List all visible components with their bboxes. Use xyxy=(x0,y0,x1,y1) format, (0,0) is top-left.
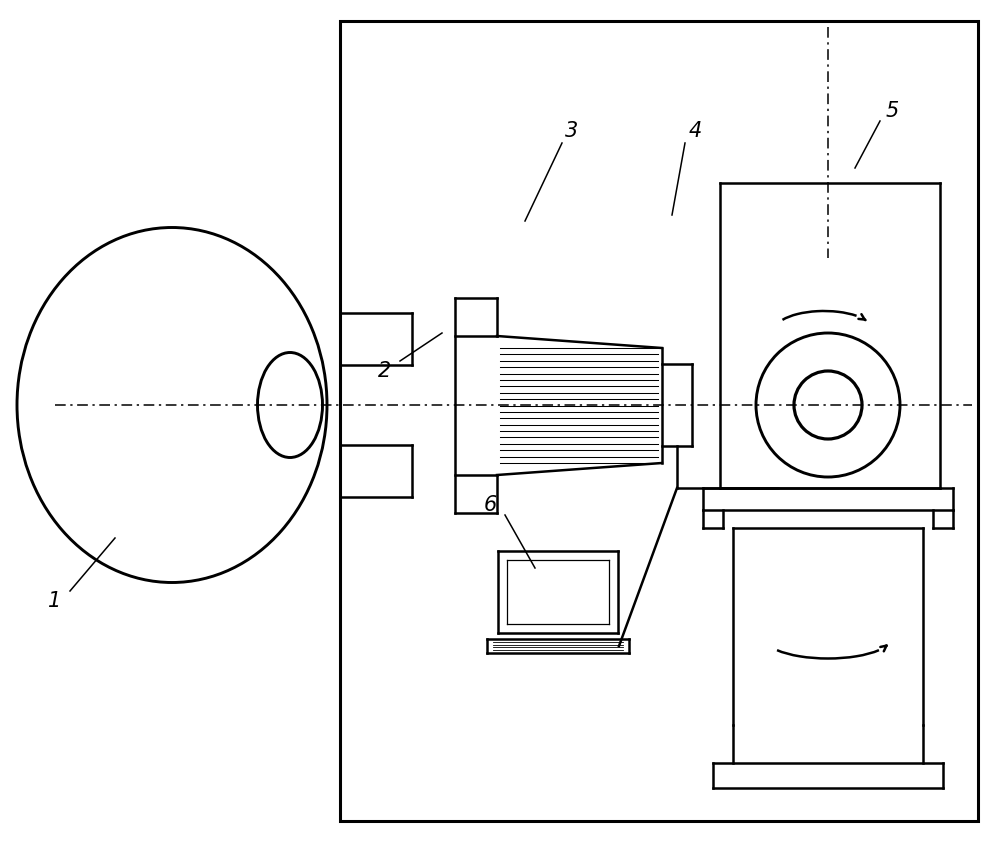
Text: 2: 2 xyxy=(378,361,392,381)
Text: 5: 5 xyxy=(885,101,899,121)
Text: 6: 6 xyxy=(483,495,497,515)
Text: 4: 4 xyxy=(688,121,702,141)
Bar xyxy=(340,21,978,821)
Text: 1: 1 xyxy=(48,591,62,611)
Text: 3: 3 xyxy=(565,121,579,141)
